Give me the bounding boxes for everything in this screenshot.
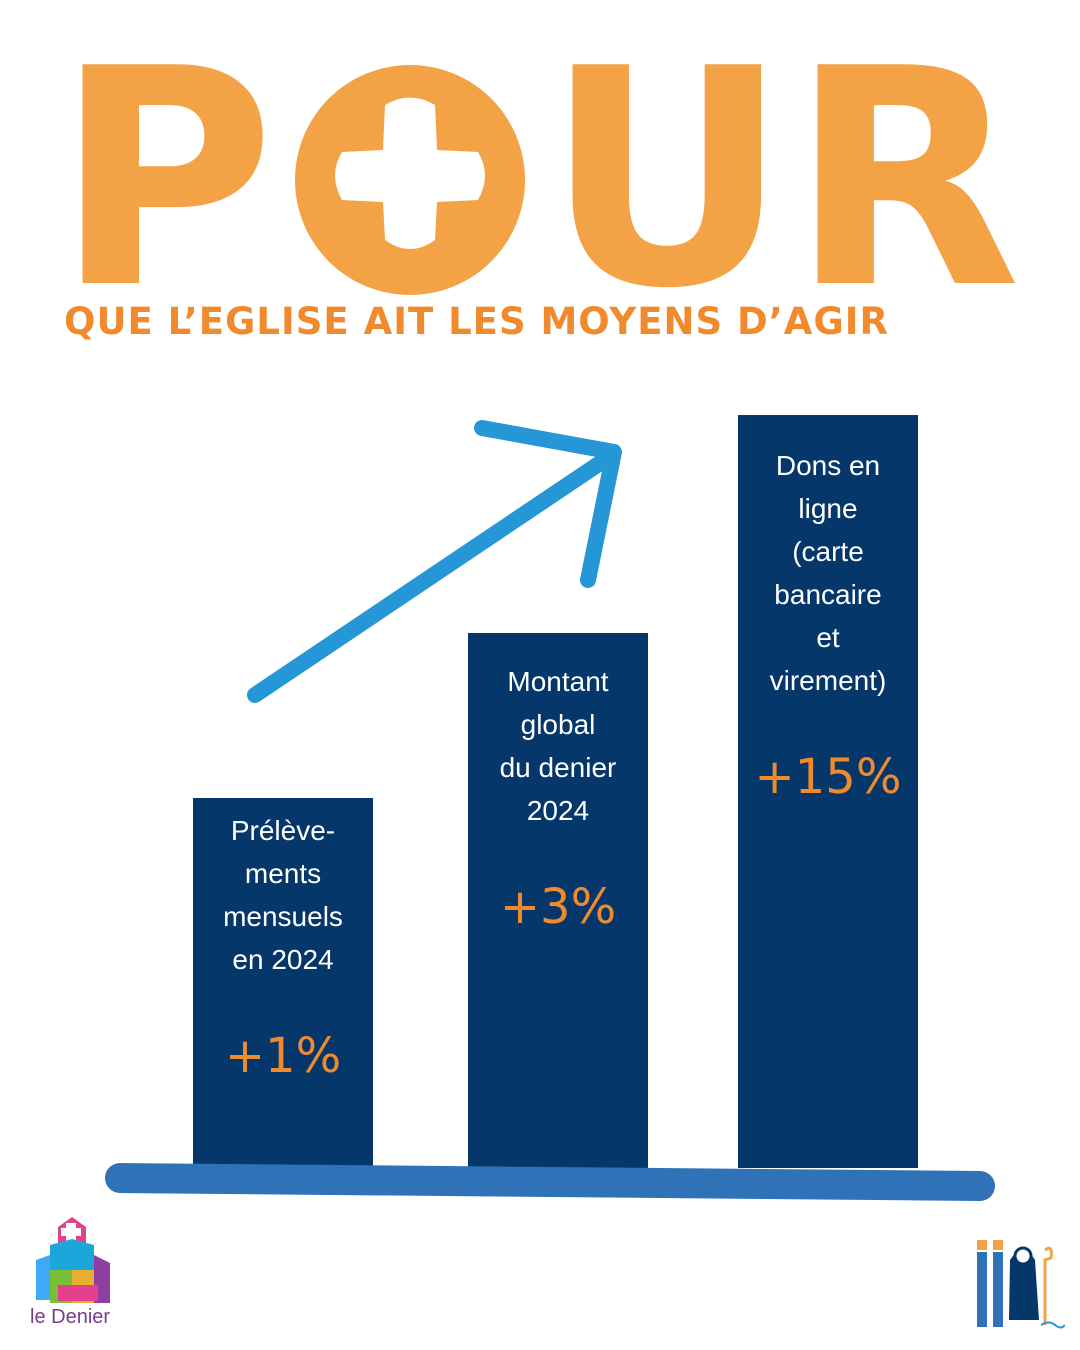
headline-letter-p: P	[55, 5, 275, 300]
bar-3-label-line: (carte	[792, 536, 864, 567]
le-denier-logo-text: le Denier	[30, 1306, 111, 1328]
bar-3-label-line: bancaire	[774, 579, 881, 610]
bar-1-label-line: mensuels	[223, 901, 343, 932]
headline-letter-r: R	[790, 5, 1021, 300]
bar-1-label-line: en 2024	[232, 944, 333, 975]
bar-2-label-line: du denier	[500, 752, 617, 783]
bar-3-label-line: et	[816, 622, 840, 653]
subtitle: QUE L’EGLISE AIT LES MOYENS D’AGIR	[64, 300, 890, 343]
diocese-logo-icon	[977, 1240, 1065, 1329]
growth-arrow-icon	[247, 420, 622, 703]
bar-3-label-line: Dons en	[776, 450, 880, 481]
bar-3-value-label: +15%	[755, 749, 902, 805]
bar-2-label-line: Montant	[507, 666, 608, 697]
headline-letter-o-cross-icon	[295, 65, 525, 295]
headline-letter-u: U	[545, 5, 789, 300]
bars-group: Prélève-ments mensuels en 2024 +1% Montant gl…	[193, 415, 918, 1168]
bar-1	[193, 798, 373, 1168]
bar-1-value-label: +1%	[225, 1028, 341, 1084]
bar-1-label-line: ments	[245, 858, 321, 889]
bar-2-value-label: +3%	[500, 879, 616, 935]
chart-baseline	[105, 1163, 995, 1201]
bar-3-label-line: ligne	[798, 493, 857, 524]
le-denier-logo-icon	[36, 1217, 110, 1303]
bar-3	[738, 415, 918, 1168]
bar-3-label-line: virement)	[770, 665, 887, 696]
bar-1-label-line: Prélève-	[231, 815, 335, 846]
bar-2	[468, 633, 648, 1168]
bar-2-label-line: 2024	[527, 795, 589, 826]
headline-pour: P U R	[55, 5, 1021, 300]
bar-2-label-line: global	[521, 709, 596, 740]
